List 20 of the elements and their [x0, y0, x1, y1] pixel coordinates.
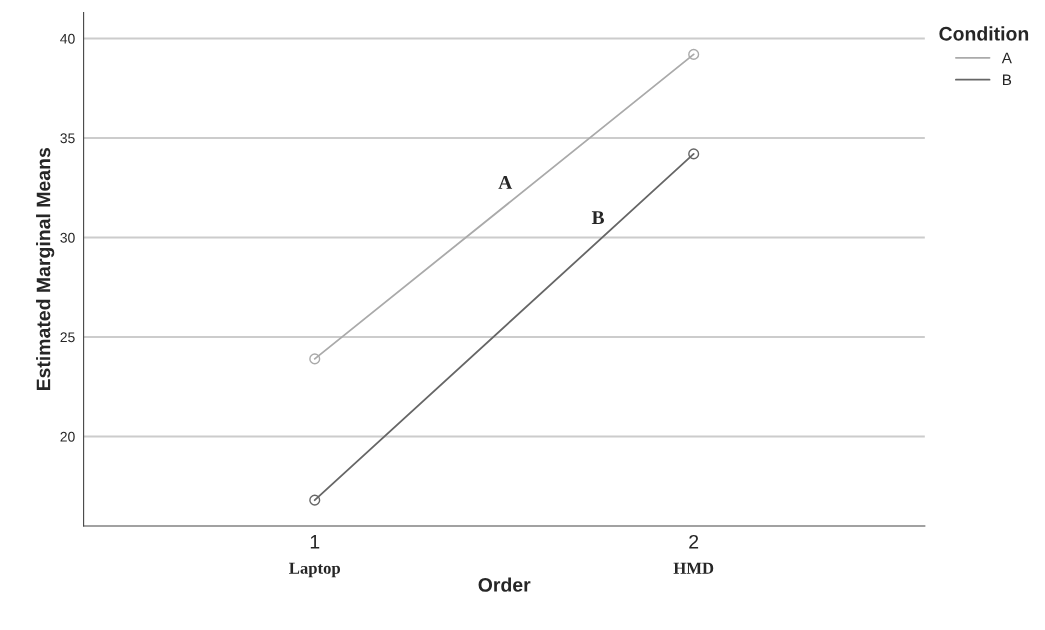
- x-tick-label: 2: [689, 534, 699, 549]
- annotation: A: [498, 175, 513, 189]
- legend-title: Condition: [939, 26, 1029, 41]
- x-tick-label: 1: [310, 535, 320, 549]
- text: HMD: [673, 562, 714, 574]
- y-axis-title: Estimated Marginal Means: [36, 148, 55, 391]
- text: Laptop: [289, 562, 341, 578]
- legend-label: B: [1003, 74, 1012, 86]
- legend-label: A: [1001, 52, 1012, 64]
- y-tick-label: 40: [60, 33, 75, 44]
- x-axis-title: Order: [478, 577, 531, 592]
- point: [688, 48, 700, 60]
- y-tick-label: 20: [60, 431, 75, 442]
- point: [309, 353, 321, 365]
- y-tick-label: 30: [60, 232, 75, 243]
- annotation: B: [591, 211, 605, 225]
- point: [309, 494, 321, 506]
- y-tick-label: 25: [60, 332, 75, 343]
- y-tick-label: 35: [60, 133, 75, 144]
- point: [688, 148, 700, 160]
